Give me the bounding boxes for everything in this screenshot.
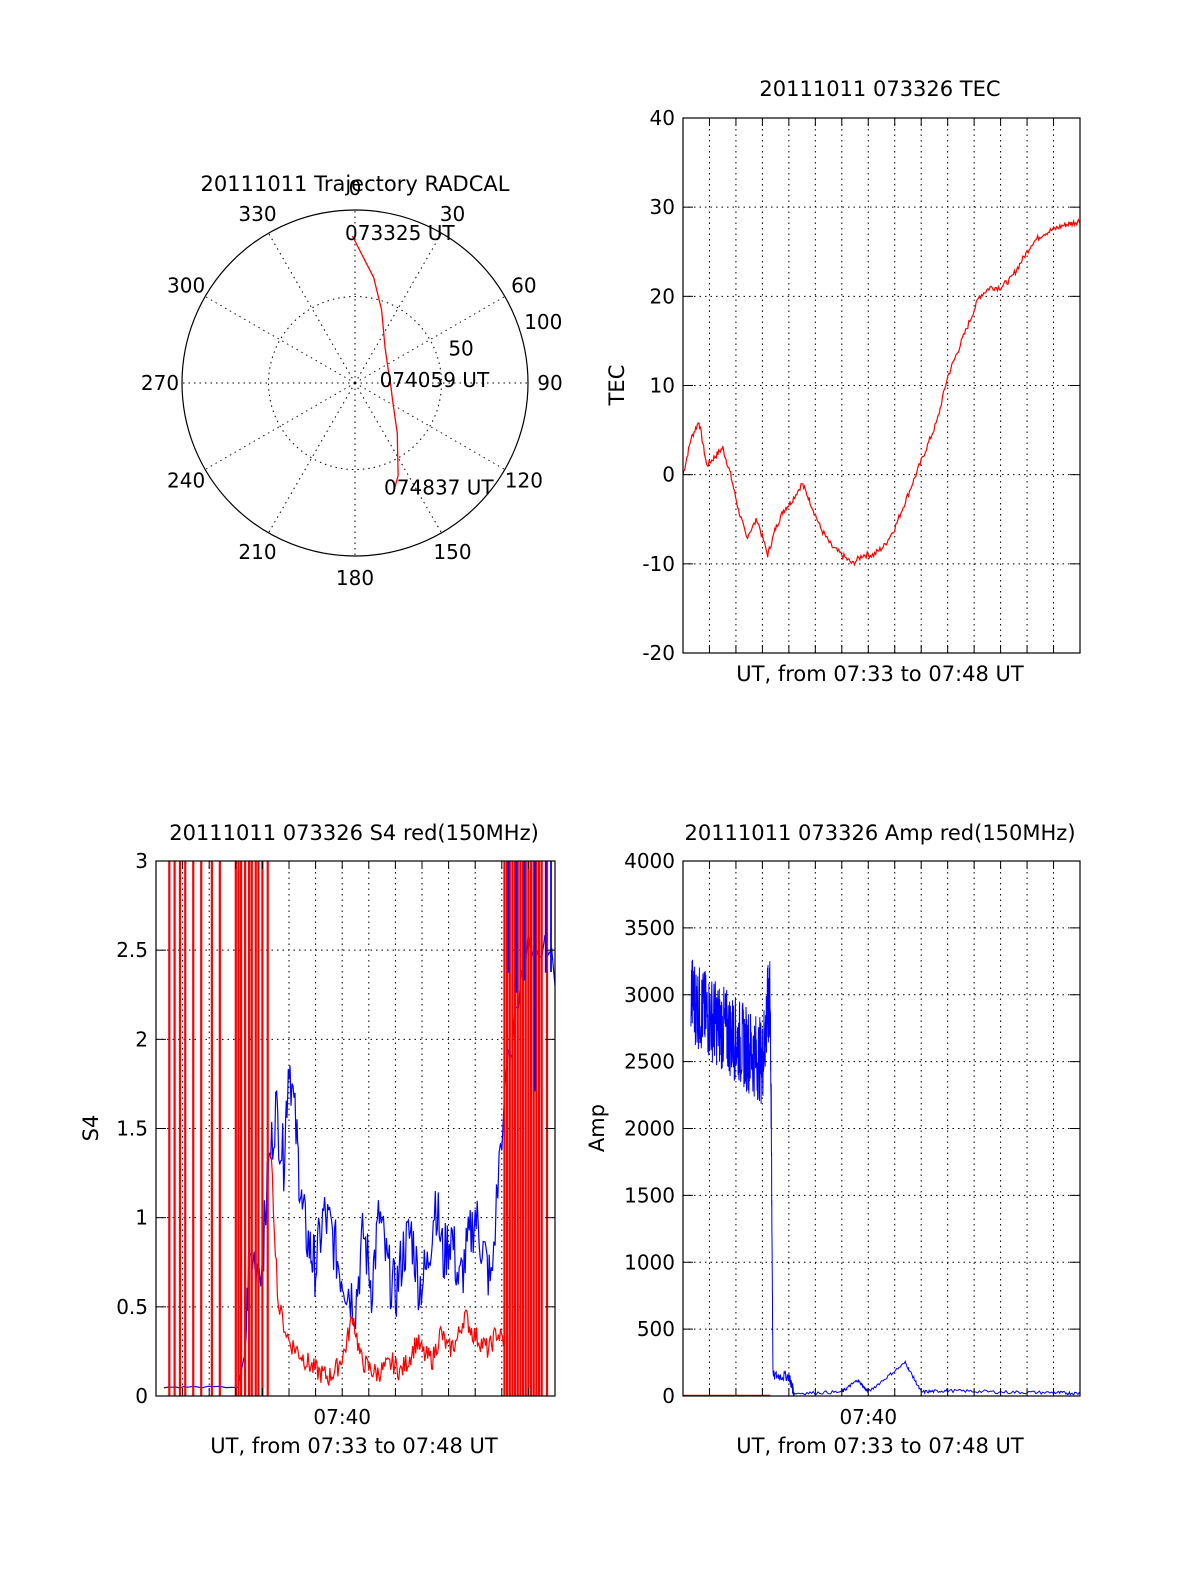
- tec-chart: 20111011 073326 TEC -20 -10 0 10 20 30 40 UT, …: [605, 77, 1081, 686]
- y-tick-label: 40: [650, 106, 675, 130]
- polar-angle-label: 300: [167, 274, 205, 298]
- trajectory-annotation: 073325 UT: [345, 221, 455, 245]
- x-axis-label: UT, from 07:33 to 07:48 UT: [210, 1434, 498, 1458]
- y-axis-label: Amp: [585, 1104, 609, 1152]
- polar-spoke: [204, 382, 356, 470]
- trajectory-polar-chart: 20111011 Trajectory RADCAL 0 30 60 90 120 150…: [141, 172, 563, 590]
- polar-angle-label: 240: [167, 469, 205, 493]
- y-tick-label: 3000: [624, 983, 675, 1007]
- y-tick-label: -20: [642, 641, 675, 665]
- trajectory-annotation: 074837 UT: [384, 475, 494, 499]
- polar-spoke: [354, 232, 442, 384]
- series-line: [683, 218, 1080, 567]
- polar-angle-label: 270: [141, 371, 179, 395]
- y-tick-label: 500: [637, 1317, 675, 1341]
- grid-lines: [683, 118, 1080, 653]
- y-tick-label: 3500: [624, 916, 675, 940]
- chart-title: 20111011 073326 TEC: [759, 77, 1000, 101]
- y-tick-label: 0: [662, 463, 675, 487]
- y-axis-label: S4: [79, 1115, 103, 1142]
- polar-grid-circle: [268, 296, 442, 470]
- polar-radius-label: 100: [524, 310, 562, 334]
- chart-title: 20111011 073326 S4 red(150MHz): [169, 821, 539, 845]
- y-tick-label: 2000: [624, 1117, 675, 1141]
- polar-spoke: [354, 296, 506, 384]
- y-tick-label: 10: [650, 374, 675, 398]
- y-tick-label: 3: [135, 849, 148, 873]
- polar-spoke: [268, 382, 356, 534]
- axis-ticks: 0 0.5 1 1.5 2 2.5 3 07:40: [116, 849, 555, 1429]
- polar-angle-label: 60: [511, 274, 536, 298]
- y-tick-label: 0.5: [116, 1295, 148, 1319]
- polar-angle-labels: 0 30 60 90 120 150 180 210 240 270 300 330: [141, 176, 563, 590]
- y-tick-label: 0: [135, 1384, 148, 1408]
- x-tick-label: 07:40: [313, 1405, 371, 1429]
- series-line: [269, 1155, 506, 1386]
- y-tick-label: 1.5: [116, 1117, 148, 1141]
- amp-chart: 20111011 073326 Amp red(150MHz) 0 500 1000…: [585, 821, 1081, 1458]
- polar-angle-label: 30: [440, 202, 465, 226]
- polar-angle-label: 90: [537, 371, 562, 395]
- polar-radius-label: 50: [448, 337, 473, 361]
- y-tick-label: 2.5: [116, 938, 148, 962]
- polar-angle-label: 150: [433, 540, 471, 564]
- polar-spoke: [354, 382, 442, 534]
- y-tick-label: -10: [642, 552, 675, 576]
- polar-grid: [182, 210, 528, 556]
- trajectory-line: [351, 235, 399, 491]
- y-tick-label: 1: [135, 1206, 148, 1230]
- series-line: [690, 959, 1080, 1396]
- axis-ticks: 0 500 1000 1500 2000 2500 3000 3500 4000 07:40: [624, 849, 1080, 1429]
- polar-spoke: [354, 382, 506, 470]
- y-axis-label: TEC: [605, 365, 629, 407]
- grid-lines: [683, 861, 1080, 1396]
- y-tick-label: 2500: [624, 1050, 675, 1074]
- polar-angle-label: 330: [238, 202, 276, 226]
- polar-angle-label: 180: [336, 566, 374, 590]
- trajectory-annotations: 073325 UT 074059 UT 074837 UT: [345, 221, 494, 499]
- y-tick-label: 0: [662, 1384, 675, 1408]
- s4-chart: 20111011 073326 S4 red(150MHz) 0 0.5 1 1.5 2…: [79, 821, 556, 1458]
- axis-ticks: -20 -10 0 10 20 30 40: [642, 106, 1080, 665]
- x-tick-label: 07:40: [839, 1405, 897, 1429]
- series-line: [163, 932, 555, 1389]
- y-tick-label: 30: [650, 195, 675, 219]
- polar-angle-label: 0: [349, 176, 362, 200]
- data-series: [163, 861, 555, 1396]
- y-tick-label: 1000: [624, 1250, 675, 1274]
- chart-title: 20111011 073326 Amp red(150MHz): [684, 821, 1075, 845]
- polar-angle-label: 210: [238, 540, 276, 564]
- x-axis-label: UT, from 07:33 to 07:48 UT: [736, 1434, 1024, 1458]
- y-tick-label: 2: [135, 1027, 148, 1051]
- trajectory-annotation: 074059 UT: [380, 368, 490, 392]
- data-series: [683, 959, 1080, 1396]
- y-tick-label: 4000: [624, 849, 675, 873]
- polar-angle-label: 120: [505, 469, 543, 493]
- polar-outer-circle: [181, 209, 529, 557]
- x-axis-label: UT, from 07:33 to 07:48 UT: [736, 662, 1024, 686]
- y-tick-label: 1500: [624, 1183, 675, 1207]
- chart-title: 20111011 Trajectory RADCAL: [201, 172, 510, 196]
- polar-spoke: [268, 232, 356, 384]
- polar-spoke: [204, 296, 356, 384]
- polar-radius-labels: 50 100: [448, 310, 562, 361]
- y-tick-label: 20: [650, 284, 675, 308]
- data-series: [683, 218, 1080, 567]
